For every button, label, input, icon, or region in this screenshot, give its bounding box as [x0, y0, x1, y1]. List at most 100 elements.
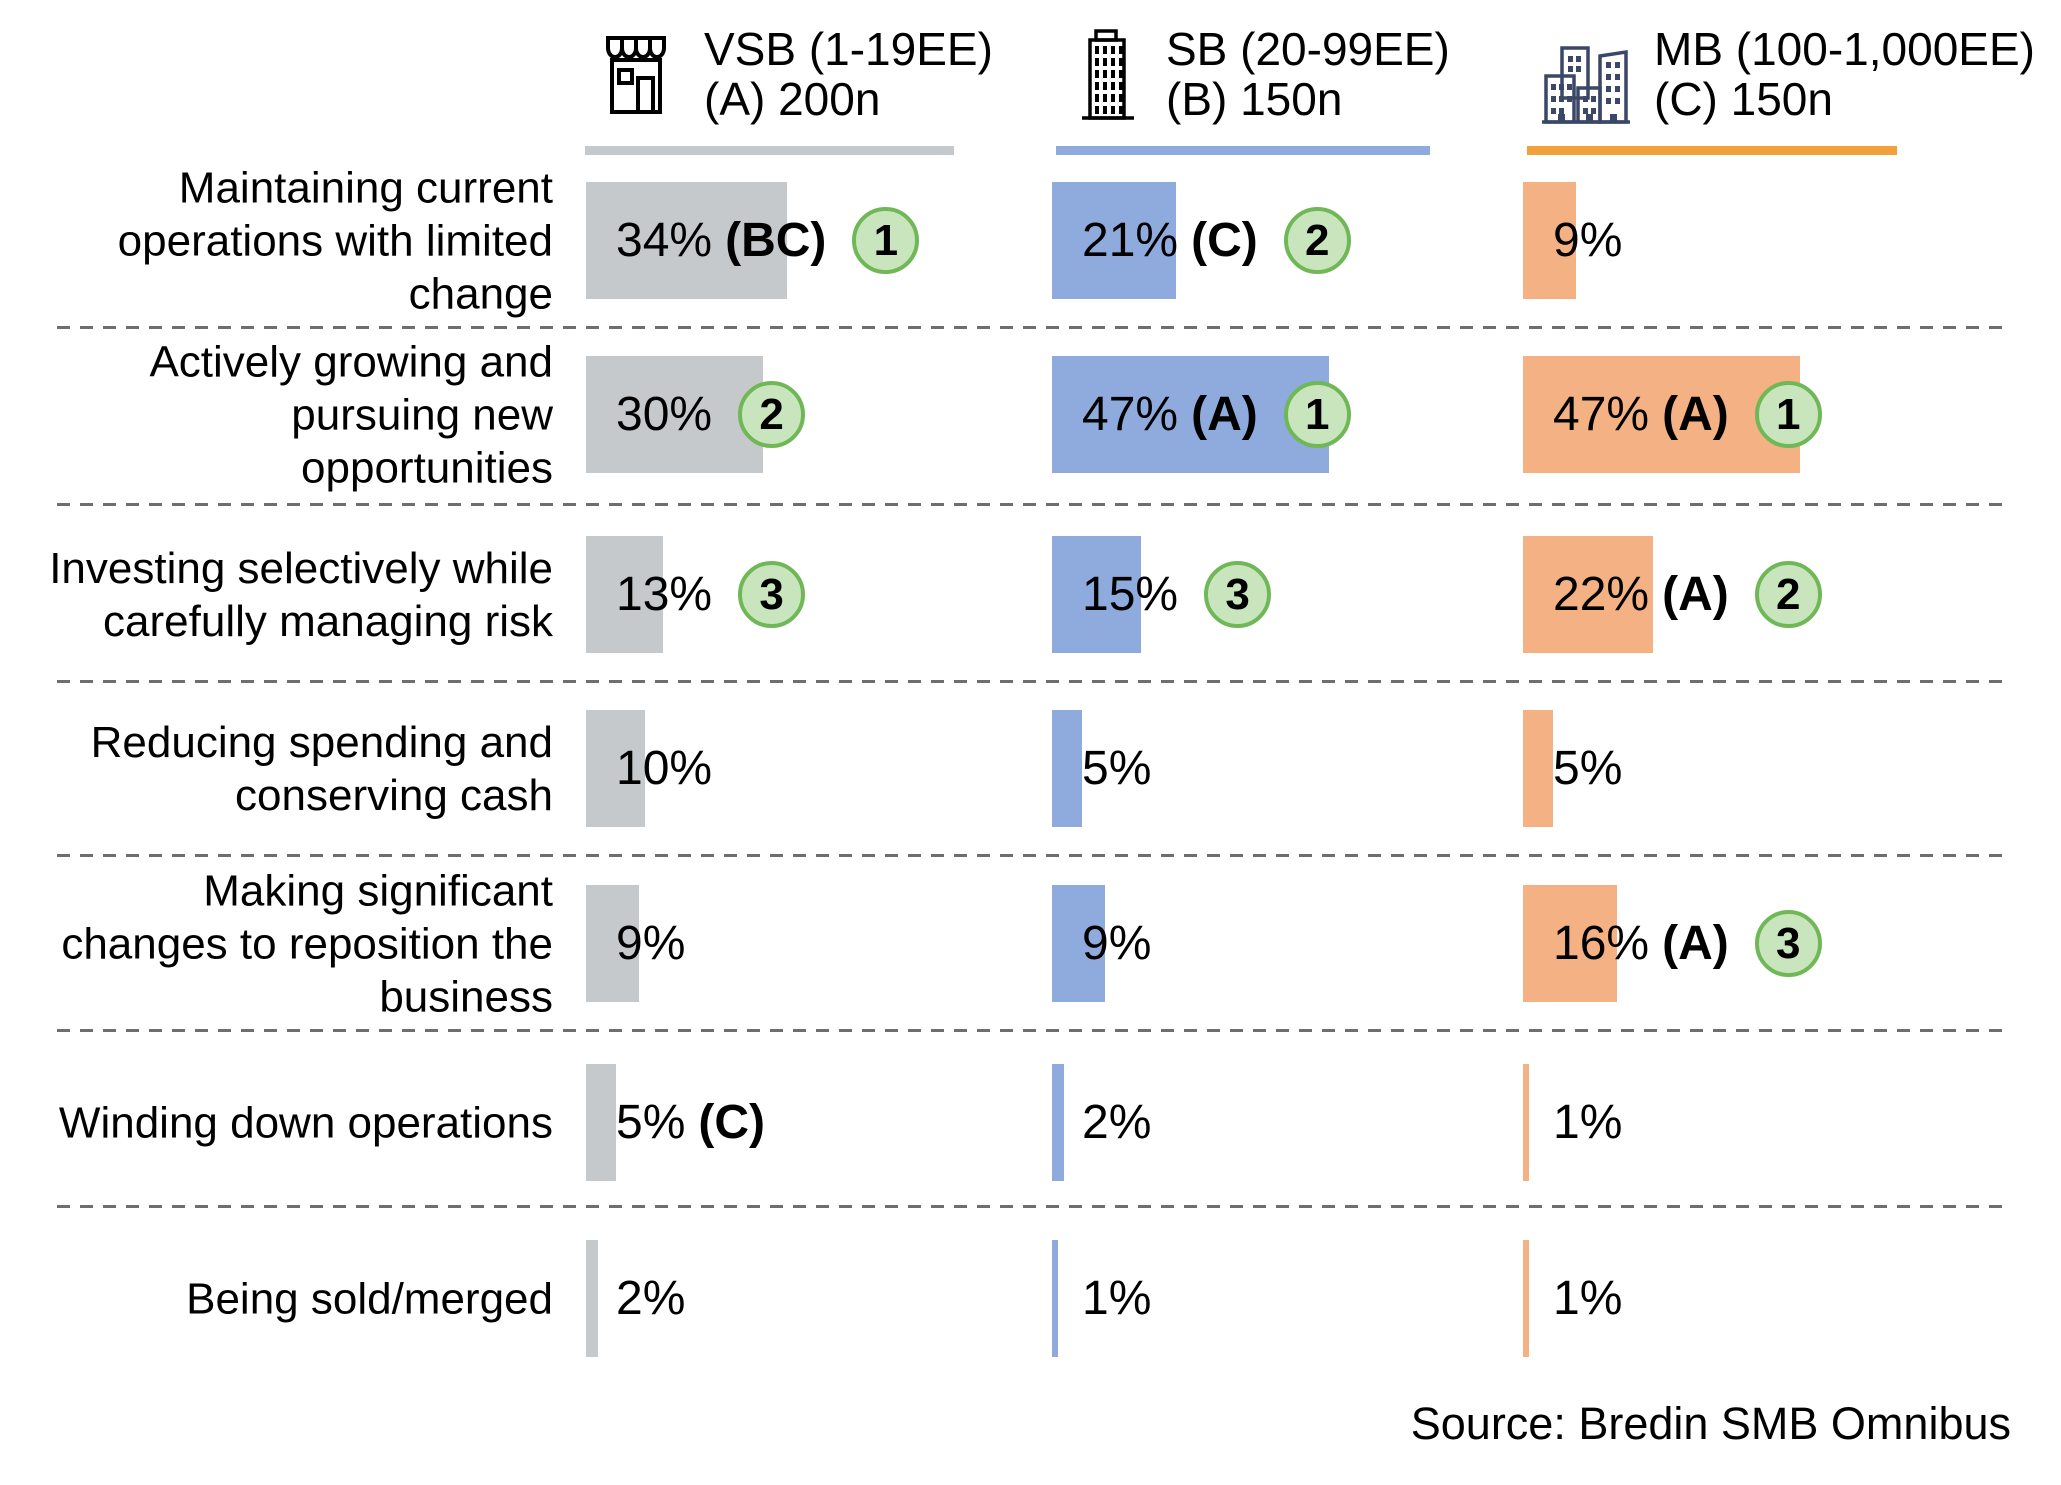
city-buildings-icon [1542, 46, 1630, 124]
bar-value-label: 34% [616, 214, 713, 267]
column-header-text: VSB (1-19EE) (A) 200n [704, 24, 993, 124]
bar-value-label: 1% [1553, 1096, 1623, 1149]
bar-value-label: 22% [1553, 568, 1650, 621]
category-label: Investing selectively while carefully ma… [49, 543, 553, 646]
bar-annotation: 21% (C) 2 [1082, 182, 1351, 299]
bar-annotation: 5% [1082, 710, 1151, 827]
category-label: Maintaining current operations with limi… [117, 163, 553, 318]
bar [586, 1064, 616, 1181]
rank-badge: 2 [1754, 561, 1822, 628]
rank-badge: 3 [1204, 561, 1272, 628]
column-header-text: SB (20-99EE) (B) 150n [1166, 24, 1450, 124]
significance-label: (BC) [725, 214, 827, 267]
significance-label: (A) [1662, 568, 1729, 621]
header-underline-a [585, 146, 954, 155]
bar-value-label: 47% [1082, 388, 1179, 441]
bar-annotation: 1% [1553, 1064, 1622, 1181]
bar-annotation: 9% [1553, 182, 1622, 299]
bar-value-label: 30% [616, 388, 713, 441]
bar-annotation: 47% (A) 1 [1082, 356, 1351, 473]
bar-value-label: 10% [616, 742, 713, 795]
row-separator [57, 854, 2007, 857]
header-underline-c [1527, 146, 1897, 155]
rank-badge: 2 [1283, 207, 1351, 274]
row-separator [57, 680, 2007, 683]
bar-annotation: 34% (BC) 1 [616, 182, 920, 299]
column-header-line1: SB (20-99EE) [1166, 23, 1450, 75]
bar [1052, 182, 1176, 299]
bar [1052, 1240, 1058, 1357]
bar-annotation: 15% 3 [1082, 536, 1272, 653]
bar [1052, 1064, 1064, 1181]
office-building-icon [1082, 29, 1134, 120]
category-label: Making significant changes to reposition… [61, 866, 553, 1021]
bar-value-label: 16% [1553, 917, 1650, 970]
bar [586, 182, 787, 299]
category-label: Reducing spending and conserving cash [90, 717, 553, 820]
row-separator [57, 1029, 2007, 1032]
bar-value-label: 5% [1082, 742, 1152, 795]
bar-annotation: 5% [1553, 710, 1622, 827]
column-header-line1: VSB (1-19EE) [704, 23, 993, 75]
bar-annotation: 9% [616, 885, 685, 1002]
bar-value-label: 5% [616, 1096, 686, 1149]
bar [1523, 885, 1617, 1002]
rank-badge: 1 [1283, 381, 1351, 448]
bar-annotation: 13% 3 [616, 536, 806, 653]
column-header-line2: (B) 150n [1166, 73, 1343, 125]
bar-value-label: 1% [1553, 1272, 1623, 1325]
rank-badge: 1 [852, 207, 920, 274]
rank-badge: 1 [1754, 381, 1822, 448]
column-header-mb: MB (100-1,000EE) (C) 150n [1542, 24, 2035, 124]
column-header-line2: (C) 150n [1654, 73, 1833, 125]
bar [1052, 536, 1141, 653]
bar [1052, 356, 1329, 473]
bar [1523, 536, 1653, 653]
bar-value-label: 2% [1082, 1096, 1152, 1149]
bar-value-label: 9% [1553, 214, 1623, 267]
significance-label: (A) [1662, 917, 1729, 970]
significance-label: (A) [1662, 388, 1729, 441]
bar-annotation: 22% (A) 2 [1553, 536, 1822, 653]
bar [1523, 1240, 1529, 1357]
column-header-sb: SB (20-99EE) (B) 150n [1080, 24, 1450, 124]
row-separator [57, 503, 2007, 506]
category-label: Being sold/merged [186, 1274, 553, 1323]
bar-annotation: 47% (A) 1 [1553, 356, 1822, 473]
bar-value-label: 1% [1082, 1272, 1152, 1325]
bar [1523, 1064, 1529, 1181]
bar-annotation: 2% [616, 1240, 685, 1357]
rank-badge: 2 [738, 381, 806, 448]
row-separator [57, 326, 2007, 329]
bar-annotation: 16% (A) 3 [1553, 885, 1822, 1002]
bar-annotation: 30% 2 [616, 356, 806, 473]
row-separator [57, 1205, 2007, 1208]
rank-badge: 3 [738, 561, 806, 628]
source-note: Source: Bredin SMB Omnibus [1410, 1398, 2011, 1449]
bar-annotation: 10% [616, 710, 712, 827]
category-label: Actively growing and pursuing new opport… [149, 337, 553, 492]
bar-value-label: 15% [1082, 568, 1179, 621]
column-header-vsb: VSB (1-19EE) (A) 200n [590, 24, 993, 124]
bar-value-label: 9% [616, 917, 686, 970]
bar-value-label: 5% [1553, 742, 1623, 795]
bar [586, 536, 663, 653]
rank-badge: 3 [1754, 910, 1822, 977]
bar [1052, 885, 1105, 1002]
bar-value-label: 21% [1082, 214, 1179, 267]
column-header-line1: MB (100-1,000EE) [1654, 23, 2035, 75]
bar [586, 885, 639, 1002]
bar-annotation: 9% [1082, 885, 1151, 1002]
significance-label: (C) [698, 1096, 766, 1149]
column-header-line2: (A) 200n [704, 73, 881, 125]
bar-value-label: 47% [1553, 388, 1650, 441]
bar-value-label: 2% [616, 1272, 686, 1325]
bar-value-label: 9% [1082, 917, 1152, 970]
header-underline-b [1056, 146, 1430, 155]
category-label: Winding down operations [58, 1098, 553, 1147]
bar [1523, 182, 1576, 299]
bar [1523, 356, 1800, 473]
bar [1052, 710, 1082, 827]
bar [586, 710, 645, 827]
bar [1523, 710, 1553, 827]
